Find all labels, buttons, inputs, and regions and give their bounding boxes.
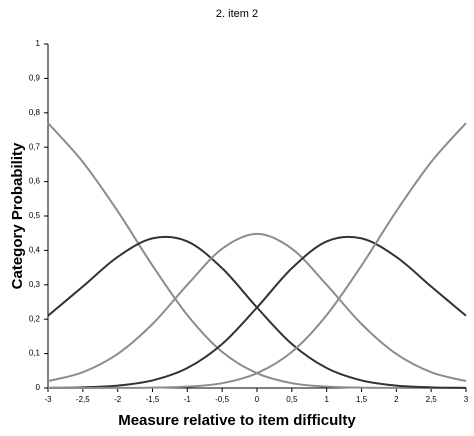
line-series <box>47 235 467 389</box>
chart-title: 2. item 2 <box>216 8 258 20</box>
y-tick-label: 0,8 <box>29 108 41 117</box>
x-tick-label: -2 <box>114 395 122 404</box>
x-axis-label: Measure relative to item difficulty <box>118 412 356 429</box>
x-tick-label: -2,5 <box>76 395 90 404</box>
x-tick-label: 0,5 <box>286 395 298 404</box>
y-tick-label: 0,4 <box>29 246 41 255</box>
x-tick-label: -0,5 <box>215 395 229 404</box>
x-tick-label: 3 <box>464 395 469 404</box>
y-tick-label: 1 <box>36 39 41 48</box>
y-tick-label: 0,9 <box>29 74 41 83</box>
line-series <box>47 122 467 390</box>
y-axis-label: Category Probability <box>9 142 26 289</box>
x-tick-label: 2,5 <box>426 395 438 404</box>
y-tick-label: 0,3 <box>29 280 41 289</box>
y-tick-label: 0,7 <box>29 142 41 151</box>
y-tick-label: 0,2 <box>29 314 41 323</box>
x-tick-label: 1 <box>324 395 329 404</box>
y-tick-label: 0,5 <box>29 211 41 220</box>
y-tick-label: 0 <box>36 383 41 392</box>
y-tick-label: 0,1 <box>29 349 41 358</box>
y-tick-label: 0,6 <box>29 177 41 186</box>
x-tick-label: -3 <box>44 395 52 404</box>
x-tick-label: -1,5 <box>146 395 160 404</box>
line-series <box>47 232 467 383</box>
x-tick-label: 2 <box>394 395 399 404</box>
x-tick-label: 0 <box>255 395 260 404</box>
x-tick-label: -1 <box>184 395 192 404</box>
x-tick-label: 1,5 <box>356 395 368 404</box>
